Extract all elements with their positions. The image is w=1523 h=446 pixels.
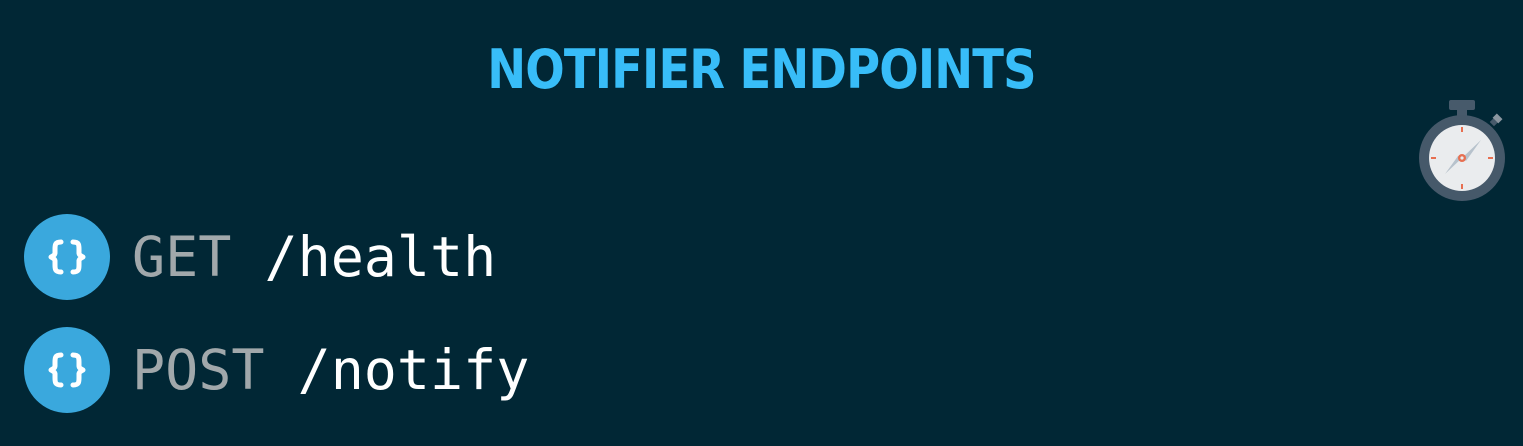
endpoint-post-notify: POST /notify <box>24 327 529 413</box>
endpoint-list: GET /health POST /notify <box>24 214 529 413</box>
json-braces-icon <box>24 327 110 413</box>
endpoint-path: /health <box>264 225 497 289</box>
http-method: POST <box>132 338 265 402</box>
endpoint-get-health: GET /health <box>24 214 529 300</box>
endpoint-path: /notify <box>297 338 530 402</box>
http-method: GET <box>132 225 232 289</box>
endpoint-text: GET /health <box>132 214 496 300</box>
json-braces-icon <box>24 214 110 300</box>
slide-title: NOTIFIER ENDPOINTS <box>487 38 1036 101</box>
endpoint-text: POST /notify <box>132 327 529 413</box>
stopwatch-icon <box>1419 100 1505 201</box>
